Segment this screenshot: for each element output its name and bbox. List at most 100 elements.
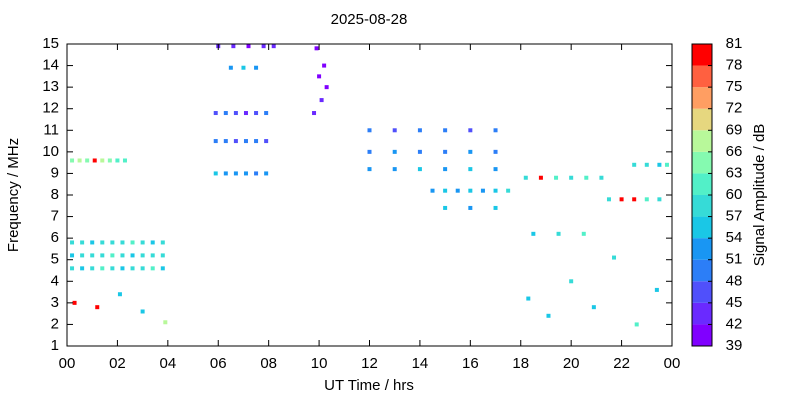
data-point	[130, 240, 135, 245]
data-point	[417, 149, 422, 154]
colorbar-tick-label: 66	[726, 143, 743, 160]
colorbar-tick-label: 72	[726, 100, 743, 117]
data-point	[606, 197, 611, 202]
data-point	[443, 149, 448, 154]
data-point	[569, 175, 574, 180]
colorbar-tick-label: 63	[726, 164, 743, 181]
data-point	[70, 240, 75, 245]
data-point	[632, 162, 637, 167]
data-point	[480, 188, 485, 193]
data-point	[523, 175, 528, 180]
data-point	[312, 111, 317, 116]
data-point	[213, 111, 218, 116]
data-point	[264, 139, 269, 144]
data-point	[367, 149, 372, 154]
x-tick-label: 08	[260, 355, 277, 372]
x-tick-label: 16	[462, 355, 479, 372]
data-point	[254, 65, 259, 70]
data-point	[223, 111, 228, 116]
data-point	[80, 240, 85, 245]
data-point	[657, 197, 662, 202]
y-tick-label: 12	[42, 100, 59, 117]
data-point	[314, 46, 319, 51]
data-point	[443, 167, 448, 172]
data-point	[246, 44, 251, 49]
y-tick-label: 15	[42, 35, 59, 52]
data-point	[254, 139, 259, 144]
data-point	[430, 188, 435, 193]
data-point	[95, 305, 100, 310]
x-tick-label: 20	[563, 355, 580, 372]
y-axis-label: Frequency / MHz	[5, 138, 22, 252]
data-point	[264, 111, 269, 116]
data-point	[140, 240, 145, 245]
data-point	[392, 149, 397, 154]
data-point	[90, 266, 95, 271]
x-tick-label: 10	[311, 355, 328, 372]
y-tick-label: 3	[51, 294, 59, 311]
colorbar-tick-label: 75	[726, 78, 743, 95]
data-point	[654, 287, 659, 292]
colorbar-band	[692, 238, 712, 260]
colorbar-band	[692, 324, 712, 346]
colorbar-tick-label: 69	[726, 121, 743, 138]
colorbar-tick-label: 81	[726, 35, 743, 52]
data-point	[644, 162, 649, 167]
data-point	[160, 266, 165, 271]
y-tick-label: 10	[42, 143, 59, 160]
data-point	[140, 309, 145, 314]
colorbar-band	[692, 302, 712, 325]
y-tick-label: 7	[51, 208, 59, 225]
plot-frame	[66, 43, 673, 347]
x-tick-label: 00	[59, 355, 76, 372]
data-point	[254, 111, 259, 116]
data-point	[130, 253, 135, 258]
colorbar-band	[692, 151, 712, 174]
data-point	[644, 197, 649, 202]
colorbar-band	[692, 87, 712, 109]
y-tick-label: 2	[51, 315, 59, 332]
data-point	[80, 253, 85, 258]
data-point	[468, 128, 473, 133]
data-point	[664, 162, 669, 167]
data-point	[233, 139, 238, 144]
colorbar-label: Signal Amplitude / dB	[751, 124, 768, 267]
data-point	[591, 305, 596, 310]
data-point	[392, 128, 397, 133]
data-point	[584, 175, 589, 180]
data-point	[130, 266, 135, 271]
data-point	[493, 128, 498, 133]
data-point	[468, 205, 473, 210]
colorbar-tick-label: 48	[726, 272, 743, 289]
data-point	[77, 158, 82, 163]
data-point	[120, 253, 125, 258]
x-tick-label: 18	[512, 355, 529, 372]
data-point	[546, 313, 551, 318]
data-point	[443, 128, 448, 133]
colorbar-tick-label: 54	[726, 229, 743, 246]
data-point	[90, 240, 95, 245]
data-point	[468, 188, 473, 193]
data-point	[581, 231, 586, 236]
data-point	[70, 266, 75, 271]
data-point	[122, 158, 127, 163]
data-point	[150, 240, 155, 245]
data-point	[100, 158, 105, 163]
data-point	[72, 300, 77, 305]
data-point	[493, 205, 498, 210]
data-point	[264, 171, 269, 176]
data-point	[417, 167, 422, 172]
data-point	[120, 266, 125, 271]
data-point	[538, 175, 543, 180]
data-point	[100, 266, 105, 271]
data-point	[443, 205, 448, 210]
data-point	[392, 167, 397, 172]
y-tick-label: 13	[42, 78, 59, 95]
data-point	[657, 162, 662, 167]
colorbar-band	[692, 195, 712, 217]
colorbar-band	[692, 216, 712, 239]
data-point	[554, 175, 559, 180]
data-point	[233, 111, 238, 116]
colorbar-band	[692, 259, 712, 282]
